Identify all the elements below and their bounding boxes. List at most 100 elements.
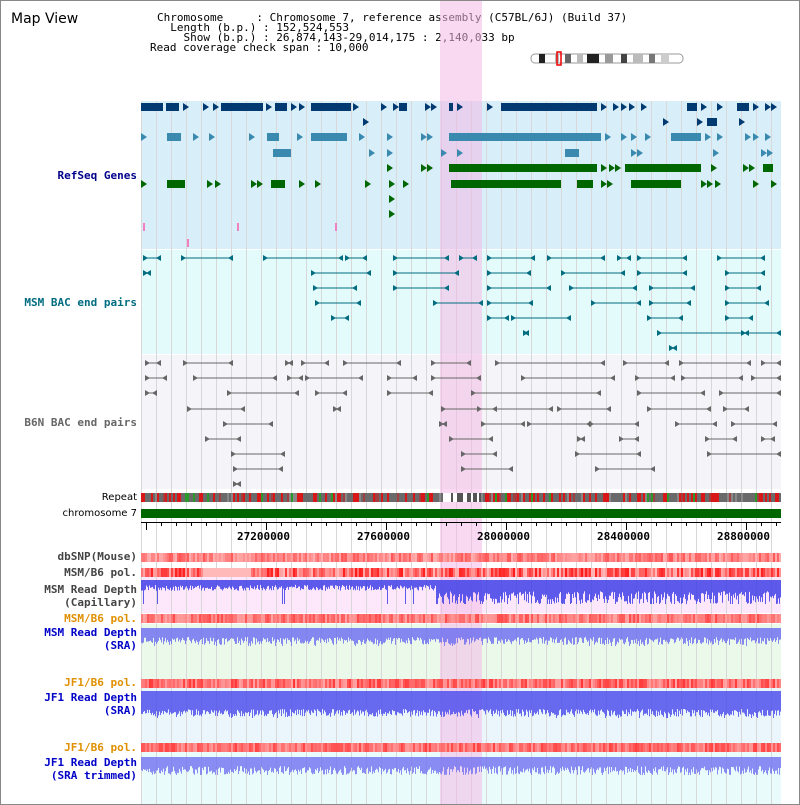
depth-bar xyxy=(421,757,422,771)
depth-bar xyxy=(542,691,543,715)
depth-bar xyxy=(760,628,761,638)
depth-bar xyxy=(297,580,298,589)
depth-bar xyxy=(267,691,268,714)
repeat-element xyxy=(197,493,199,502)
heat-cell xyxy=(153,568,155,577)
repeat-element xyxy=(583,493,585,502)
depth-bar xyxy=(153,757,154,772)
depth-bar xyxy=(218,628,219,640)
depth-bar xyxy=(714,691,715,713)
depth-bar xyxy=(656,757,657,773)
depth-bar xyxy=(152,691,153,713)
depth-bar xyxy=(304,580,305,586)
heat-cell xyxy=(445,614,447,623)
depth-bar xyxy=(560,628,561,640)
depth-bar xyxy=(767,580,768,592)
depth-bar xyxy=(525,691,526,716)
heat-cell xyxy=(713,568,715,577)
depth-bar xyxy=(712,580,713,593)
depth-bar xyxy=(274,757,275,769)
depth-bar xyxy=(283,691,284,714)
depth-bar xyxy=(179,691,180,712)
depth-bar xyxy=(344,580,345,587)
depth-bar xyxy=(282,580,283,604)
depth-bar xyxy=(481,580,482,602)
depth-bar xyxy=(202,628,203,645)
depth-bar xyxy=(287,757,288,769)
depth-bar xyxy=(273,580,274,591)
depth-bar xyxy=(721,580,722,593)
depth-bar xyxy=(332,757,333,774)
depth-bar xyxy=(181,691,182,713)
heat-cell xyxy=(601,568,603,577)
depth-bar xyxy=(558,580,559,603)
depth-bar xyxy=(642,757,643,775)
depth-bar xyxy=(446,628,447,642)
depth-bar xyxy=(759,580,760,596)
depth-bar xyxy=(507,757,508,775)
depth-bar xyxy=(197,628,198,642)
depth-bar xyxy=(760,757,761,767)
depth-bar xyxy=(320,580,321,589)
depth-bar xyxy=(296,691,297,716)
axis-tick xyxy=(686,522,687,526)
depth-bar xyxy=(503,757,504,768)
depth-bar xyxy=(145,757,146,770)
depth-bar xyxy=(238,691,239,712)
b6n-bac-track-label[interactable]: B6N BAC end pairs xyxy=(24,416,137,429)
depth-bar xyxy=(341,757,342,773)
depth-bar xyxy=(566,580,567,594)
repeat-track[interactable] xyxy=(141,493,781,502)
heat-cell xyxy=(605,553,607,562)
bac-pair xyxy=(761,436,775,442)
depth-bar xyxy=(773,628,774,641)
depth-bar xyxy=(743,580,744,595)
depth-bar xyxy=(485,757,486,770)
msm-bac-track-label[interactable]: MSM BAC end pairs xyxy=(24,296,137,309)
depth-bar xyxy=(737,580,738,596)
depth-bar xyxy=(475,628,476,641)
depth-bar xyxy=(621,691,622,717)
depth-bar xyxy=(662,757,663,771)
depth-bar xyxy=(691,628,692,638)
depth-bar xyxy=(285,757,286,772)
refseq-track-label[interactable]: RefSeq Genes xyxy=(57,169,137,182)
depth-bar xyxy=(218,757,219,769)
chromosome-bar[interactable] xyxy=(141,509,781,518)
chromosome-ideogram[interactable] xyxy=(529,51,689,66)
heat-cell xyxy=(511,553,513,562)
depth-bar xyxy=(484,628,485,639)
depth-bar xyxy=(185,628,186,645)
depth-bar xyxy=(772,757,773,769)
bac-pair xyxy=(669,345,677,351)
depth-bar xyxy=(350,628,351,640)
depth-bar xyxy=(656,628,657,640)
depth-bar xyxy=(360,628,361,642)
repeat-element xyxy=(249,493,251,502)
depth-bar xyxy=(193,757,194,774)
depth-bar xyxy=(629,757,630,772)
depth-bar xyxy=(354,691,355,710)
depth-bar xyxy=(378,757,379,773)
depth-bar xyxy=(235,628,236,644)
repeat-element xyxy=(305,493,307,502)
depth-bar xyxy=(619,691,620,715)
depth-bar xyxy=(571,628,572,644)
repeat-element xyxy=(327,493,329,502)
depth-bar xyxy=(626,691,627,710)
depth-bar xyxy=(585,580,586,602)
depth-bar xyxy=(191,691,192,715)
bac-pair xyxy=(577,436,585,442)
depth-bar xyxy=(191,628,192,644)
depth-bar xyxy=(421,580,422,588)
heat-cell xyxy=(689,568,691,577)
depth-bar xyxy=(511,628,512,645)
depth-bar xyxy=(400,757,401,771)
heat-cell xyxy=(403,568,405,577)
depth-bar xyxy=(294,580,295,588)
depth-bar xyxy=(303,628,304,644)
depth-bar xyxy=(362,691,363,712)
depth-bar xyxy=(387,628,388,640)
